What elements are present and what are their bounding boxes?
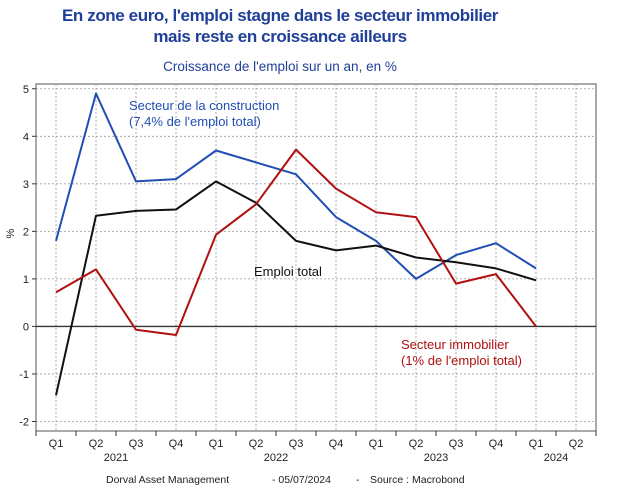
chart-subtitle: Croissance de l'emploi sur un an, en % (163, 59, 397, 74)
y-tick-label: 0 (23, 321, 29, 333)
y-tick-label: 3 (23, 179, 29, 191)
x-tick-label: Q3 (129, 438, 144, 450)
x-tick-label: Q4 (329, 438, 344, 450)
annotation-construction: Secteur de la construction (129, 98, 279, 113)
annotation-construction: (7,4% de l'emploi total) (129, 114, 261, 129)
x-tick-label: Q2 (89, 438, 104, 450)
x-tick-label: Q2 (249, 438, 264, 450)
x-tick-label: Q3 (449, 438, 464, 450)
y-tick-label: -2 (19, 416, 29, 428)
x-year-label: 2021 (104, 452, 128, 464)
chart-title-line2: mais reste en croissance ailleurs (153, 27, 407, 46)
x-year-label: 2023 (424, 452, 448, 464)
series-line-total (55, 180, 537, 396)
series-line-construction (55, 92, 537, 280)
annotation-total: Emploi total (254, 264, 322, 279)
annotation-immobilier: (1% de l'emploi total) (401, 353, 522, 368)
y-tick-label: 4 (23, 131, 29, 143)
footer-source: Dorval Asset Management (106, 474, 230, 486)
x-tick-label: Q3 (289, 438, 304, 450)
x-tick-label: Q4 (489, 438, 504, 450)
x-tick-label: Q1 (369, 438, 384, 450)
y-tick-label: 2 (23, 226, 29, 238)
x-tick-label: Q1 (529, 438, 544, 450)
footer-dash: - (356, 474, 360, 486)
annotation-immobilier: Secteur immobilier (401, 337, 509, 352)
y-tick-label: -1 (19, 369, 29, 381)
x-year-label: 2024 (544, 452, 568, 464)
footer-source-label: Source : Macrobond (370, 474, 465, 486)
footer-date: - 05/07/2024 (272, 474, 331, 486)
y-axis-label: % (5, 228, 17, 238)
series-line-immobilier (55, 148, 537, 336)
x-tick-label: Q2 (569, 438, 584, 450)
chart-title-line1: En zone euro, l'emploi stagne dans le se… (61, 6, 499, 25)
x-year-label: 2022 (264, 452, 288, 464)
x-tick-label: Q4 (169, 438, 184, 450)
x-tick-label: Q1 (49, 438, 64, 450)
y-tick-label: 5 (23, 84, 29, 96)
x-tick-label: Q2 (409, 438, 424, 450)
y-tick-label: 1 (23, 274, 29, 286)
x-tick-label: Q1 (209, 438, 224, 450)
